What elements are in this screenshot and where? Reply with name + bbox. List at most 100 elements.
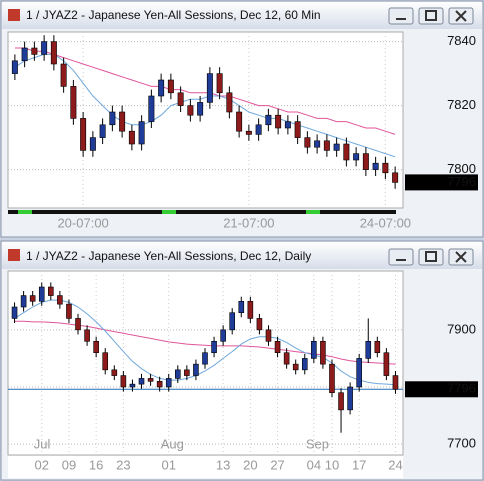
candle-body	[265, 114, 272, 126]
candle-body	[374, 340, 381, 354]
candle-body	[220, 329, 226, 342]
x-tick-label: 27	[270, 457, 284, 472]
candle-body	[372, 162, 379, 170]
window-buttons[interactable]	[388, 248, 474, 266]
window-title: 1 / JYAZ2 - Japanese Yen-All Sessions, D…	[26, 8, 321, 22]
candle-body	[275, 114, 282, 129]
candle-body	[392, 172, 399, 183]
candle-body	[50, 41, 57, 65]
candle-body	[138, 121, 145, 145]
window: 1 / JYAZ2 - Japanese Yen-All Sessions, D…	[0, 240, 484, 481]
candle-body	[41, 41, 48, 55]
month-label: Jul	[34, 436, 51, 451]
candle-body	[333, 143, 340, 151]
candle-body	[11, 60, 18, 74]
candle-body	[102, 352, 109, 371]
icon	[396, 18, 406, 20]
candle-body	[329, 363, 335, 394]
candle-body	[174, 369, 181, 379]
session-bar	[306, 210, 320, 214]
candle-body	[226, 92, 233, 113]
candle-body	[138, 378, 145, 385]
candle-body	[365, 340, 372, 359]
y-tick-label: 7800	[447, 161, 476, 176]
candle-body	[66, 303, 72, 319]
candle-body	[99, 124, 106, 138]
y-tick-label: 7900	[447, 321, 476, 336]
date-strip	[8, 456, 403, 478]
candle-body	[60, 63, 67, 87]
candle-body	[21, 47, 28, 62]
candle-body	[93, 340, 99, 354]
candle-body	[156, 380, 163, 388]
icon	[396, 259, 406, 261]
candle-body	[38, 286, 45, 302]
candle-body	[48, 286, 54, 296]
session-bar	[18, 210, 32, 214]
x-tick-label: 21-07:00	[223, 215, 274, 230]
candle-body	[382, 162, 389, 174]
candle-body	[216, 73, 223, 94]
candle-body	[383, 352, 390, 376]
candle-body	[167, 79, 174, 94]
x-tick-label: 17	[352, 457, 366, 472]
candle-body	[128, 130, 135, 145]
candle-body	[247, 300, 254, 319]
candle-body	[148, 95, 155, 122]
y-tick-label: 7820	[447, 97, 476, 112]
candle-body	[193, 363, 199, 376]
candle-body	[31, 47, 38, 55]
candle-body	[392, 375, 399, 390]
candle-body	[356, 358, 362, 388]
candle-body	[177, 92, 184, 106]
candle-body	[29, 295, 36, 302]
last-price-label: 7796	[447, 174, 476, 189]
candle-body	[119, 111, 126, 132]
window-buttons[interactable]	[388, 7, 474, 25]
month-label: Sep	[306, 436, 329, 451]
x-tick-label: 04	[307, 457, 321, 472]
candle-body	[187, 105, 194, 116]
candle-body	[70, 86, 77, 119]
candle-body	[84, 329, 90, 342]
candle-body	[236, 111, 243, 132]
candle-body	[353, 153, 360, 161]
candle-body	[147, 378, 154, 382]
moving-average	[14, 53, 396, 158]
candle-body	[229, 312, 236, 331]
candle-body	[120, 375, 127, 388]
candle-body	[292, 363, 299, 371]
last-price-label: 7796	[447, 381, 476, 396]
x-tick-label: 13	[216, 457, 230, 472]
y-tick-label: 7700	[447, 436, 476, 451]
x-tick-label: 09	[62, 457, 76, 472]
candle-body	[89, 137, 96, 151]
app-icon	[8, 9, 20, 21]
x-tick-label: 20	[243, 457, 257, 472]
minimize-button[interactable]	[388, 7, 414, 25]
candle-body	[202, 352, 208, 365]
candle-body	[165, 378, 172, 388]
candle-body	[294, 121, 301, 138]
candle-body	[158, 79, 165, 97]
session-bar	[8, 210, 396, 214]
candle-body	[109, 111, 116, 126]
candle-body	[184, 369, 190, 376]
candle-body	[283, 352, 290, 365]
candle-body	[20, 295, 27, 308]
icon	[455, 251, 467, 263]
minimize-button[interactable]	[388, 248, 414, 266]
candle-body	[197, 102, 204, 116]
x-tick-label: 01	[161, 457, 175, 472]
candle-body	[245, 130, 252, 135]
candle-body	[338, 392, 344, 411]
candle-body	[347, 386, 353, 411]
candle-body	[343, 143, 350, 161]
x-tick-label: 10	[325, 457, 339, 472]
moving-average	[14, 47, 396, 135]
candle-body	[284, 121, 291, 129]
icon	[425, 251, 437, 262]
candle-body	[211, 340, 217, 354]
x-tick-label: 16	[89, 457, 103, 472]
